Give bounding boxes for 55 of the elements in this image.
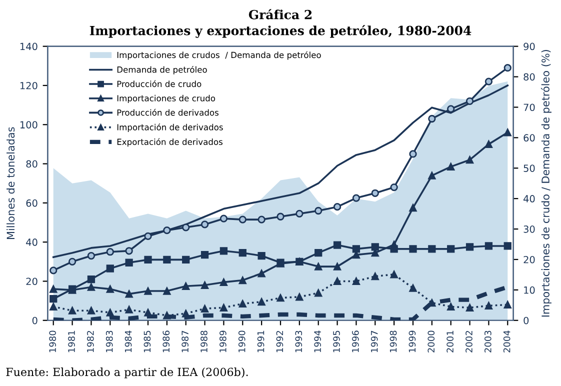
y-tick-label: 40	[26, 238, 38, 246]
x-tick-label: 1999	[408, 330, 416, 352]
x-tick-label: 1990	[238, 330, 246, 352]
x-tick-label: 1980	[49, 330, 56, 352]
legend-label: Exportación de derivados	[117, 138, 222, 147]
chart-subtitle: Importaciones y exportaciones de petróleo, 1980-2004	[90, 25, 472, 38]
y2-tick-label: 50	[524, 164, 535, 172]
x-tick-label: 1983	[106, 330, 113, 352]
legend-label: Demanda de petróleo	[117, 66, 207, 74]
legend-label: Producción de derivados	[117, 108, 218, 116]
y2-tick-label: 10	[524, 286, 535, 294]
x-tick-label: 1993	[295, 330, 302, 352]
x-tick-label: 1997	[370, 330, 378, 352]
x-tick-label: 1992	[276, 331, 284, 352]
x-tick-label: 1996	[352, 330, 359, 352]
source-note: Fuente: Elaborado a partir de IEA (2006b).	[6, 368, 248, 378]
y2-tick-label: 80	[524, 73, 535, 81]
x-tick-label: 2003	[484, 330, 492, 352]
x-tick-label: 2002	[466, 331, 472, 352]
y2-tick-label: 60	[524, 134, 535, 142]
x-tick-label: 2004	[503, 330, 510, 352]
legend-label: Importación de derivados	[117, 124, 223, 132]
y2-tick-label: 20	[524, 256, 535, 264]
x-tick-label: 1994	[314, 330, 321, 352]
y2-tick-label: 30	[524, 226, 535, 233]
x-tick-label: 1984	[124, 330, 132, 352]
y2-tick-label: 70	[524, 104, 535, 112]
y-tick-label: 100	[20, 121, 38, 128]
y-tick-label: 80	[26, 160, 38, 168]
x-tick-label: 1988	[200, 330, 208, 352]
x-tick-label: 1986	[162, 330, 170, 352]
x-tick-label: 1987	[182, 330, 188, 352]
y-tick-label: 140	[20, 42, 38, 50]
x-tick-label: 1989	[220, 330, 226, 352]
legend-label: Producción de crudo	[117, 80, 202, 88]
y-axis-title: Millones de toneladas	[6, 127, 15, 239]
y-tick-label: 0	[32, 316, 38, 324]
x-tick-label: 1982	[87, 331, 94, 352]
chart-title: Gráfica 2	[248, 9, 312, 20]
y-tick-label: 120	[20, 82, 38, 90]
x-tick-label: 2000	[428, 330, 435, 352]
y-tick-label: 20	[26, 278, 38, 286]
x-tick-label: 1981	[68, 330, 75, 352]
x-tick-label: 1985	[144, 330, 151, 352]
y-tick-label: 60	[26, 199, 38, 207]
legend-label: Importaciones de crudos / Demanda de petróleo	[117, 51, 321, 60]
x-tick-label: 1995	[333, 330, 340, 352]
x-tick-label: 1998	[390, 330, 397, 352]
x-tick-label: 2001	[446, 330, 454, 352]
legend-label: Importaciones de crudo	[117, 94, 216, 103]
y2-tick-label: 0	[524, 316, 529, 324]
x-tick-label: 1991	[257, 330, 264, 352]
y2-tick-label: 40	[524, 195, 535, 202]
y2-axis-title: Importaciones de crudo / Demanda de petróleo (%)	[540, 50, 552, 317]
y2-tick-label: 90	[524, 42, 535, 50]
